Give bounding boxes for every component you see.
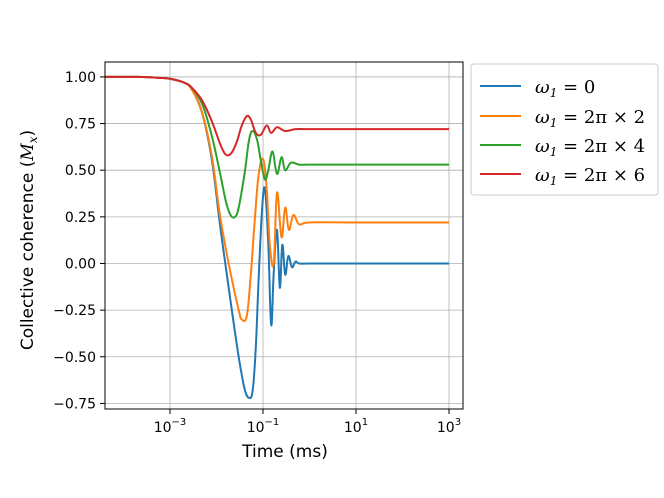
x-tick-label: 10−3 <box>154 417 187 436</box>
legend-label: ω1 = 2π × 4 <box>535 136 645 159</box>
legend-entry: ω1 = 2π × 6 <box>480 165 645 188</box>
plot-frame <box>104 61 464 410</box>
y-tick-label: −0.50 <box>53 350 96 366</box>
legend-label: ω1 = 2π × 6 <box>535 165 645 188</box>
series-line-0 <box>104 75 449 400</box>
legend-entry: ω1 = 0 <box>480 77 595 100</box>
legend-box <box>470 63 659 196</box>
y-axis: −0.75 −0.50 −0.25 0.00 0.25 0.50 0.75 1.00 <box>53 70 105 412</box>
y-tick-label: −0.75 <box>53 396 96 412</box>
y-tick-label: 0.75 <box>65 117 96 133</box>
y-tick-label: 1.00 <box>65 70 96 86</box>
y-tick-label: 0.00 <box>65 256 96 272</box>
series-line-1 <box>104 75 449 323</box>
y-axis-title: Collective coherence (Mx) <box>18 130 40 350</box>
x-axis-title: Time (ms) <box>241 442 328 462</box>
series-layer <box>104 75 449 400</box>
legend-label: ω1 = 0 <box>535 77 595 100</box>
y-tick-label: −0.25 <box>53 303 96 319</box>
legend-label: ω1 = 2π × 2 <box>535 107 645 130</box>
x-tick-label: 103 <box>437 417 461 436</box>
legend: ω1 = 0 ω1 = 2π × 2 ω1 = 2π × 4 ω1 = 2π ×… <box>470 63 659 196</box>
x-tick-label: 10−1 <box>247 417 280 436</box>
y-tick-label: 0.50 <box>65 163 96 179</box>
grid-lines <box>105 62 463 409</box>
legend-entry: ω1 = 2π × 4 <box>480 136 645 159</box>
x-axis: 10−3 10−1 101 103 <box>154 409 461 436</box>
legend-entry: ω1 = 2π × 2 <box>480 107 645 130</box>
series-line-3 <box>104 75 449 157</box>
y-tick-label: 0.25 <box>65 210 96 226</box>
x-tick-label: 101 <box>344 417 368 436</box>
